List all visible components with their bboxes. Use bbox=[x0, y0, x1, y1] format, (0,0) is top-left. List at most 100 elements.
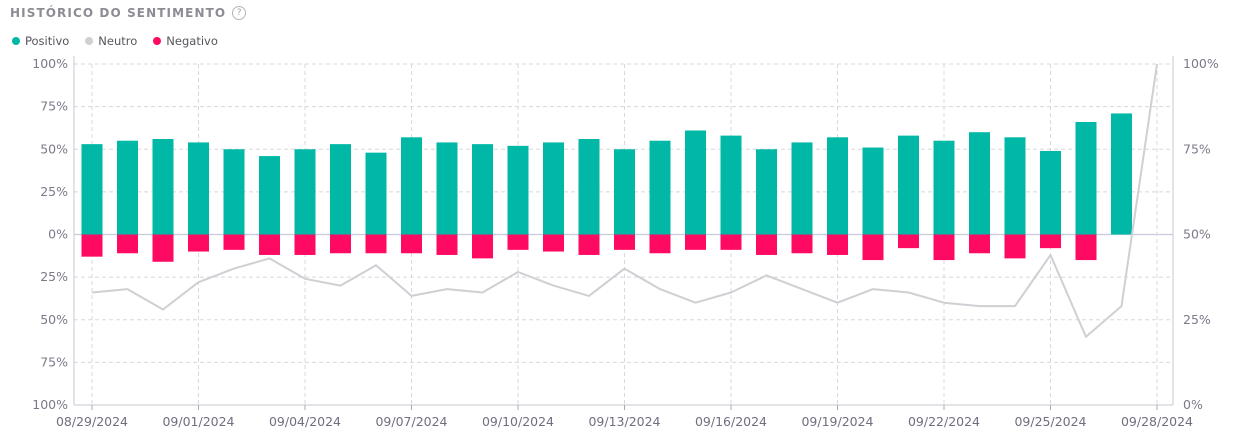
bar-positivo bbox=[827, 137, 848, 235]
chart-title: HISTÓRICO DO SENTIMENTO bbox=[10, 6, 227, 20]
x-tick-label: 09/07/2024 bbox=[375, 414, 447, 429]
bar-positivo bbox=[259, 156, 280, 235]
legend-label: Neutro bbox=[98, 34, 138, 48]
bar-negativo bbox=[330, 234, 351, 254]
y-tick-left: 50% bbox=[40, 141, 68, 156]
chart-legend: Positivo Neutro Negativo bbox=[12, 34, 218, 48]
bar-positivo bbox=[756, 149, 777, 235]
bar-negativo bbox=[578, 234, 600, 255]
legend-dot-positivo bbox=[12, 37, 20, 45]
bar-positivo bbox=[1040, 150, 1061, 235]
bar-positivo bbox=[223, 149, 245, 235]
legend-item-neutro[interactable]: Neutro bbox=[85, 34, 137, 48]
legend-dot-neutro bbox=[85, 37, 94, 45]
y-tick-right: 100% bbox=[1183, 56, 1219, 71]
bar-negativo bbox=[862, 234, 884, 261]
bar-negativo bbox=[969, 234, 990, 254]
bar-negativo bbox=[720, 234, 742, 250]
bar-negativo bbox=[649, 234, 671, 254]
y-tick-left: 0% bbox=[48, 227, 68, 242]
line-neutro bbox=[91, 63, 1158, 338]
bar-positivo bbox=[472, 144, 493, 235]
y-tick-right: 75% bbox=[1183, 141, 1211, 156]
bar-positivo bbox=[614, 149, 635, 235]
bar-negativo bbox=[472, 234, 493, 259]
bar-negativo bbox=[933, 234, 955, 261]
legend-dot-negativo bbox=[153, 37, 162, 45]
bar-negativo bbox=[81, 234, 103, 257]
y-tick-right: 0% bbox=[1183, 397, 1203, 412]
bar-negativo bbox=[614, 234, 635, 250]
bar-positivo bbox=[401, 137, 422, 235]
header: HISTÓRICO DO SENTIMENTO ? bbox=[10, 4, 247, 22]
bar-positivo bbox=[330, 144, 351, 235]
x-tick-label: 09/01/2024 bbox=[162, 414, 234, 429]
bar-positivo bbox=[117, 140, 138, 235]
y-tick-left: 75% bbox=[40, 99, 68, 114]
y-tick-left: 50% bbox=[40, 312, 68, 327]
bar-positivo bbox=[720, 135, 742, 235]
x-tick-label: 09/25/2024 bbox=[1014, 414, 1086, 429]
bar-negativo bbox=[1040, 234, 1061, 249]
bar-positivo bbox=[933, 140, 955, 235]
bar-positivo bbox=[862, 147, 884, 235]
bar-positivo bbox=[649, 140, 671, 235]
x-tick-label: 09/16/2024 bbox=[695, 414, 767, 429]
legend-item-positivo[interactable]: Positivo bbox=[12, 34, 69, 48]
x-tick-label: 09/04/2024 bbox=[269, 414, 341, 429]
bar-positivo bbox=[898, 135, 919, 235]
bar-positivo bbox=[188, 142, 209, 235]
y-tick-left: 100% bbox=[32, 397, 68, 412]
bar-positivo bbox=[969, 132, 990, 235]
bar-positivo bbox=[152, 139, 174, 235]
bar-positivo bbox=[294, 149, 316, 235]
bar-negativo bbox=[756, 234, 777, 255]
x-tick-label: 09/10/2024 bbox=[482, 414, 554, 429]
bar-negativo bbox=[223, 234, 245, 250]
bar-positivo bbox=[791, 142, 813, 235]
bar-negativo bbox=[117, 234, 138, 254]
bar-negativo bbox=[1004, 234, 1026, 259]
y-tick-left: 100% bbox=[32, 56, 68, 71]
question-circle-icon[interactable]: ? bbox=[232, 6, 247, 20]
x-tick-label: 08/29/2024 bbox=[56, 414, 128, 429]
y-tick-left: 75% bbox=[40, 354, 68, 369]
bar-positivo bbox=[685, 130, 706, 235]
x-tick-label: 09/19/2024 bbox=[801, 414, 873, 429]
y-tick-right: 25% bbox=[1183, 312, 1211, 327]
bar-negativo bbox=[791, 234, 813, 254]
bar-negativo bbox=[188, 234, 209, 252]
x-tick-label: 09/13/2024 bbox=[588, 414, 660, 429]
legend-label: Positivo bbox=[25, 34, 70, 48]
y-tick-left: 25% bbox=[40, 184, 68, 199]
bar-negativo bbox=[401, 234, 422, 254]
bar-negativo bbox=[543, 234, 564, 252]
y-tick-right: 50% bbox=[1183, 227, 1211, 242]
y-tick-left: 25% bbox=[40, 269, 68, 284]
bar-positivo bbox=[578, 139, 600, 235]
bar-positivo bbox=[436, 142, 458, 235]
x-tick-label: 09/22/2024 bbox=[908, 414, 980, 429]
bar-positivo bbox=[1004, 137, 1026, 235]
bar-negativo bbox=[1075, 234, 1097, 261]
bar-negativo bbox=[827, 234, 848, 255]
bar-positivo bbox=[1075, 121, 1097, 235]
bar-negativo bbox=[365, 234, 387, 254]
bar-positivo bbox=[507, 145, 529, 235]
bar-negativo bbox=[152, 234, 174, 262]
bar-negativo bbox=[294, 234, 316, 255]
bar-negativo bbox=[685, 234, 706, 250]
bar-positivo bbox=[543, 142, 564, 235]
bar-positivo bbox=[365, 152, 387, 235]
legend-item-negativo[interactable]: Negativo bbox=[153, 34, 218, 48]
bar-negativo bbox=[507, 234, 529, 250]
bar-negativo bbox=[436, 234, 458, 255]
x-tick-label: 09/28/2024 bbox=[1121, 414, 1193, 429]
bar-positivo bbox=[1111, 113, 1132, 235]
legend-label: Negativo bbox=[166, 34, 218, 48]
bar-negativo bbox=[898, 234, 919, 249]
bar-negativo bbox=[259, 234, 280, 255]
bar-positivo bbox=[81, 144, 103, 235]
